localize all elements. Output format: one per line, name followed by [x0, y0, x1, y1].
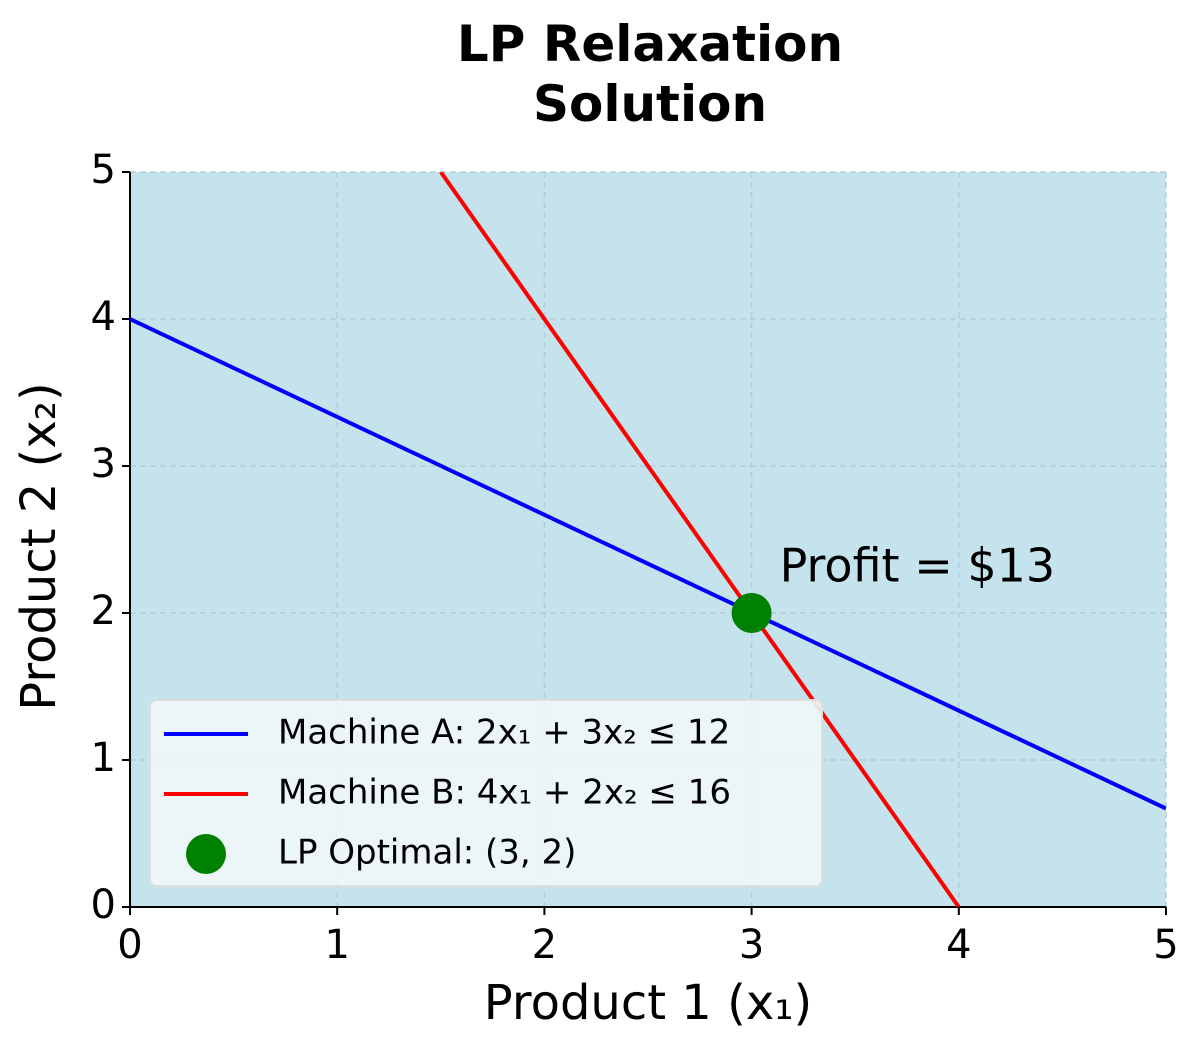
x-tick-label: 5: [1153, 922, 1178, 968]
y-tick-label: 4: [91, 294, 116, 340]
x-tick-label: 2: [532, 922, 557, 968]
chart-title: LP Relaxation Solution: [456, 15, 844, 133]
data-line: [439, 172, 961, 907]
y-tick-label: 1: [91, 735, 116, 781]
annotation: Profit = $13: [780, 539, 1056, 593]
y-tick-label: 0: [91, 882, 116, 928]
legend-box: [149, 699, 823, 887]
x-tick-label: 0: [117, 922, 142, 968]
y-tick-label: 3: [91, 441, 116, 487]
y-tick-label: 5: [91, 147, 116, 193]
legend-label: Machine A: 2x₁ + 3x₂ ≤ 12: [278, 713, 730, 753]
x-tick-label: 3: [739, 922, 764, 968]
data-line: [130, 317, 1166, 811]
x-tick-label: 1: [324, 922, 349, 968]
x-axis-label: Product 1 (x₁): [484, 975, 812, 1031]
legend-marker: [186, 834, 226, 874]
x-tick-label: 4: [946, 922, 971, 968]
y-axis-label: Product 2 (x₂): [11, 382, 67, 710]
data-point: [731, 593, 772, 633]
y-tick-label: 2: [91, 588, 116, 634]
legend-label: LP Optimal: (3, 2): [278, 833, 576, 873]
legend-label: Machine B: 4x₁ + 2x₂ ≤ 16: [278, 773, 731, 813]
